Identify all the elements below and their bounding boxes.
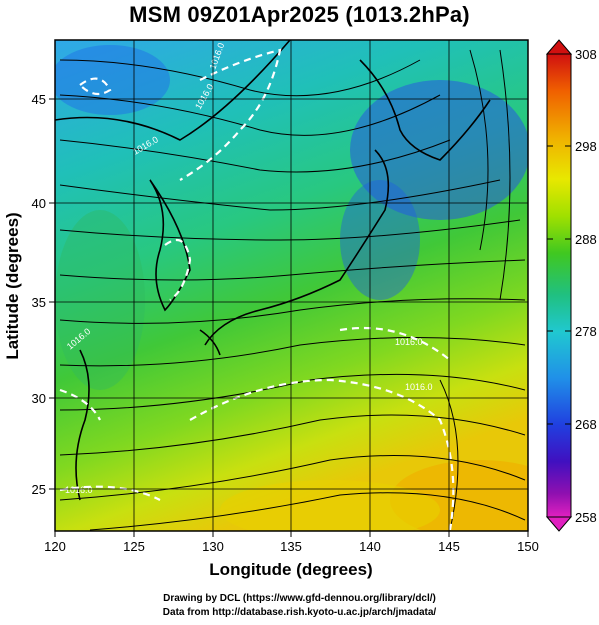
isobar-contours — [59, 48, 455, 531]
temperature-field: 1016.0 1016.0 1016.0 1016.0 1016.0 1016.… — [55, 40, 528, 531]
x-tick-label: 135 — [280, 539, 302, 554]
contour-label: 1016.0 — [405, 382, 433, 392]
colorbar-labels: 308 298 288 278 268 258 — [575, 47, 597, 525]
colorbar-label: 298 — [575, 139, 597, 154]
axis-tick-marks — [49, 98, 529, 537]
map-grid — [55, 40, 528, 531]
y-tick-label: 40 — [32, 196, 46, 211]
x-tick-label: 140 — [359, 539, 381, 554]
x-tick-label: 120 — [44, 539, 66, 554]
credits-drawing: Drawing by DCL (https://www.gfd-dennou.o… — [163, 593, 436, 604]
colorbar-label: 268 — [575, 417, 597, 432]
y-tick-label: 25 — [32, 482, 46, 497]
contour-label: 1016.0 — [395, 337, 423, 347]
y-tick-label: 30 — [32, 391, 46, 406]
credits-data: Data from http://database.rish.kyoto-u.a… — [162, 607, 437, 618]
x-tick-label: 125 — [123, 539, 145, 554]
contour-label: 1016.0 — [65, 485, 93, 495]
coastlines — [55, 40, 491, 501]
x-axis-label: Longitude (degrees) — [209, 560, 372, 579]
y-tick-label: 35 — [32, 295, 46, 310]
colorbar-label: 288 — [575, 232, 597, 247]
colorbar-label: 308 — [575, 47, 597, 62]
wind-streamlines — [59, 49, 526, 531]
y-tick-label: 45 — [32, 92, 46, 107]
colorbar-label: 258 — [575, 510, 597, 525]
colorbar: 308 298 288 278 268 258 — [545, 39, 597, 532]
colorbar-label: 278 — [575, 324, 597, 339]
y-axis-label: Latitude (degrees) — [3, 212, 22, 359]
y-tick-labels: 45 40 35 30 25 — [32, 92, 46, 497]
x-tick-label: 150 — [517, 539, 539, 554]
map-title: MSM 09Z01Apr2025 (1013.2hPa) — [129, 2, 470, 27]
x-tick-label: 130 — [202, 539, 224, 554]
x-tick-labels: 120 125 130 135 140 145 150 — [44, 539, 539, 554]
x-tick-label: 145 — [438, 539, 460, 554]
